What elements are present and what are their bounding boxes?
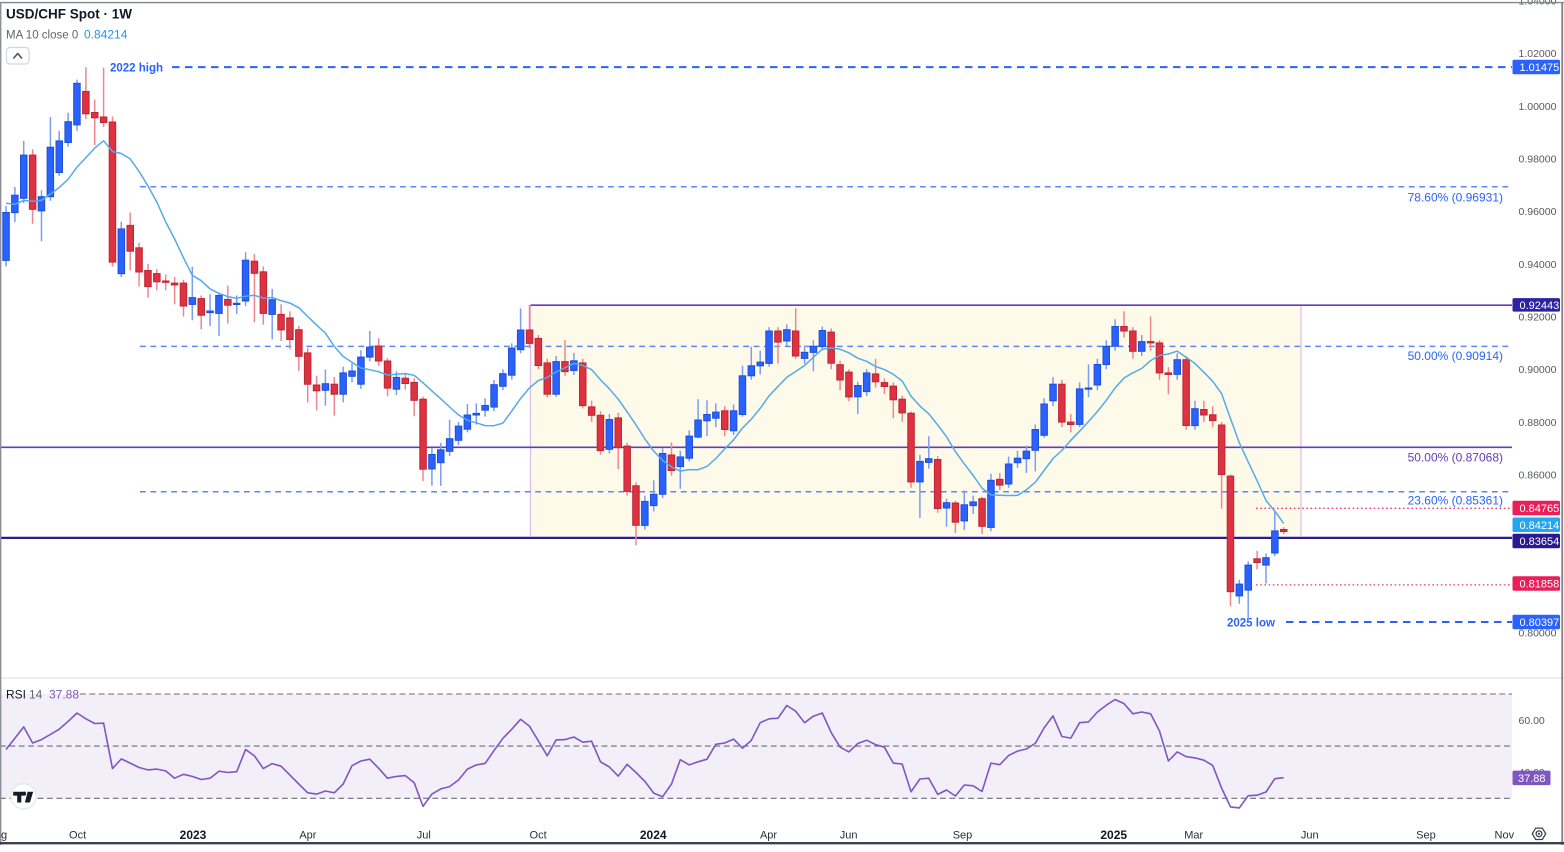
svg-text:USD/CHF Spot · 1W: USD/CHF Spot · 1W <box>6 7 132 22</box>
svg-text:Apr: Apr <box>760 830 777 842</box>
svg-text:Jul: Jul <box>417 830 431 842</box>
svg-text:2023: 2023 <box>180 828 207 842</box>
svg-text:0.98000: 0.98000 <box>1519 154 1557 166</box>
svg-text:0.94000: 0.94000 <box>1519 259 1557 271</box>
svg-text:0.92000: 0.92000 <box>1519 311 1557 323</box>
svg-text:37.88: 37.88 <box>49 688 79 702</box>
svg-text:0.96000: 0.96000 <box>1519 206 1557 218</box>
svg-text:RSI: RSI <box>6 688 26 702</box>
svg-text:g: g <box>1 830 7 842</box>
svg-text:2025: 2025 <box>1100 828 1127 842</box>
svg-text:0.80000: 0.80000 <box>1519 627 1557 639</box>
svg-text:14: 14 <box>29 688 43 702</box>
svg-text:0.81858: 0.81858 <box>1520 579 1560 591</box>
svg-text:Sep: Sep <box>953 830 973 842</box>
svg-text:0.84214: 0.84214 <box>1520 520 1560 532</box>
svg-text:0.86000: 0.86000 <box>1519 469 1557 481</box>
svg-text:1.01475: 1.01475 <box>1520 62 1560 74</box>
svg-text:MA 10 close 0: MA 10 close 0 <box>6 30 78 42</box>
svg-text:0.92443: 0.92443 <box>1520 300 1560 312</box>
svg-text:0.80397: 0.80397 <box>1520 617 1560 629</box>
svg-text:Apr: Apr <box>299 830 316 842</box>
svg-text:37.88: 37.88 <box>1518 773 1546 785</box>
svg-text:Mar: Mar <box>1184 830 1203 842</box>
svg-text:Sep: Sep <box>1416 830 1436 842</box>
svg-text:Jun: Jun <box>1301 830 1319 842</box>
svg-text:50.00% (0.87068): 50.00% (0.87068) <box>1408 450 1503 464</box>
svg-text:2024: 2024 <box>640 828 667 842</box>
svg-text:0.84214: 0.84214 <box>84 28 128 42</box>
svg-text:1.00000: 1.00000 <box>1519 101 1557 113</box>
svg-text:0.84765: 0.84765 <box>1520 503 1560 515</box>
svg-text:2025 low: 2025 low <box>1227 618 1275 630</box>
svg-text:Oct: Oct <box>530 830 547 842</box>
svg-text:78.60% (0.96931): 78.60% (0.96931) <box>1408 191 1503 205</box>
svg-text:50.00% (0.90914): 50.00% (0.90914) <box>1408 349 1503 363</box>
svg-text:Nov: Nov <box>1495 830 1515 842</box>
svg-text:60.00: 60.00 <box>1519 715 1545 727</box>
svg-text:Oct: Oct <box>69 830 86 842</box>
svg-text:1.02000: 1.02000 <box>1519 48 1557 60</box>
svg-text:Jun: Jun <box>840 830 858 842</box>
svg-text:0.88000: 0.88000 <box>1519 417 1557 429</box>
svg-text:1.04000: 1.04000 <box>1519 0 1557 8</box>
svg-text:23.60% (0.85361): 23.60% (0.85361) <box>1408 493 1503 507</box>
svg-text:2022 high: 2022 high <box>110 63 163 75</box>
svg-text:0.90000: 0.90000 <box>1519 364 1557 376</box>
svg-text:0.83654: 0.83654 <box>1520 536 1560 548</box>
